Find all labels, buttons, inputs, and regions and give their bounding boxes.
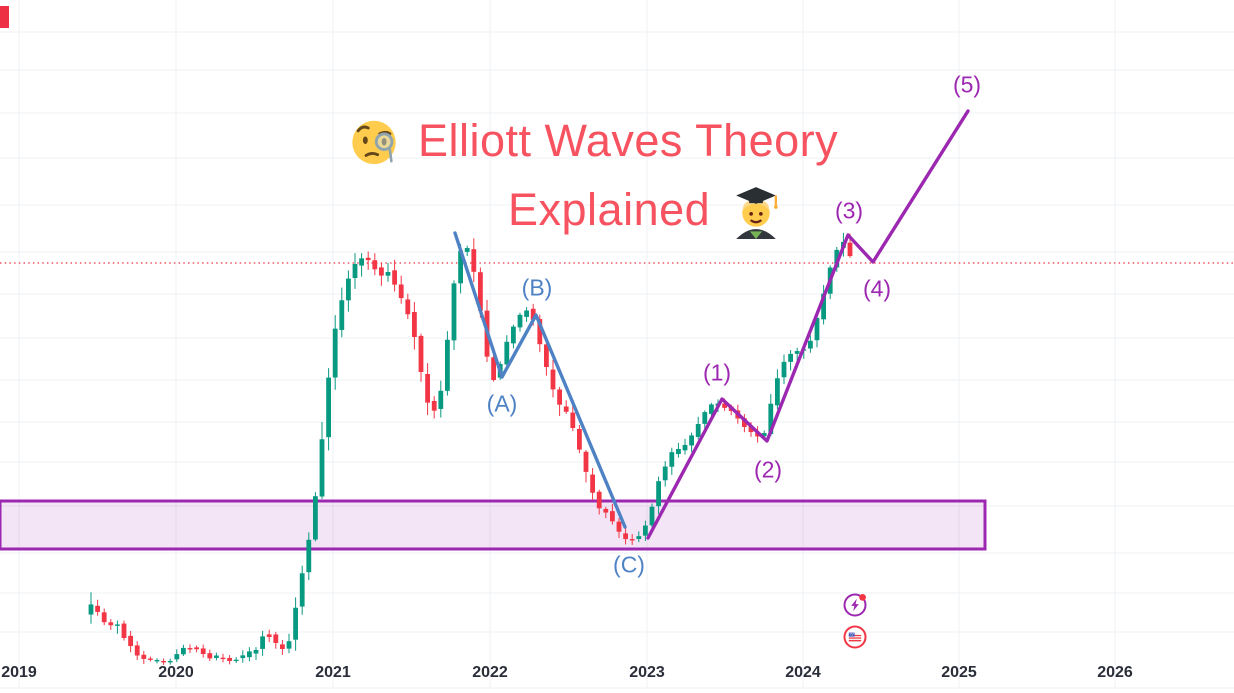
x-axis-label-2022: 2022 (472, 664, 508, 681)
flash-event-icon[interactable] (843, 593, 867, 617)
x-axis-label-2021: 2021 (315, 664, 351, 681)
wave-label-3[interactable]: (3) (834, 197, 864, 224)
red-edge-marker (0, 6, 9, 28)
x-axis-label-2025: 2025 (941, 664, 977, 681)
us-flag (848, 632, 862, 642)
title-text-line1: Elliott Waves Theory (418, 115, 839, 166)
x-axis-label-2019: 2019 (1, 664, 37, 681)
x-axis-label-2023: 2023 (629, 664, 665, 681)
corrective-wave-line[interactable] (453, 231, 627, 529)
chart-title-line1[interactable]: Elliott Waves Theory (348, 113, 838, 169)
title-text-line2: Explained (508, 184, 711, 235)
x-axis-label-2024: 2024 (785, 664, 821, 681)
us-flag-event-icon[interactable] (843, 625, 867, 649)
notification-dot (859, 594, 866, 601)
support-zone-drawing[interactable] (0, 499, 987, 551)
wave-label-5[interactable]: (5) (952, 71, 982, 98)
chart-title-line2[interactable]: Explained (508, 182, 784, 239)
monocle-face-emoji (352, 120, 396, 165)
wave-label-1[interactable]: (1) (702, 359, 732, 386)
wave-label-b[interactable]: (B) (521, 274, 553, 301)
wave-label-4[interactable]: (4) (862, 275, 892, 302)
impulse-wave-line[interactable] (646, 109, 970, 540)
candlesticks (88, 232, 853, 665)
x-axis-label-2026: 2026 (1097, 664, 1133, 681)
wave-label-2[interactable]: (2) (753, 456, 783, 483)
wave-label-a[interactable]: (A) (486, 390, 518, 417)
x-axis-label-2020: 2020 (158, 664, 194, 681)
student-emoji (736, 187, 778, 239)
wave-label-c[interactable]: (C) (613, 551, 645, 578)
